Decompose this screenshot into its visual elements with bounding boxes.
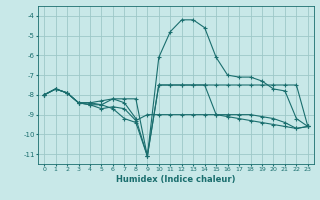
X-axis label: Humidex (Indice chaleur): Humidex (Indice chaleur): [116, 175, 236, 184]
